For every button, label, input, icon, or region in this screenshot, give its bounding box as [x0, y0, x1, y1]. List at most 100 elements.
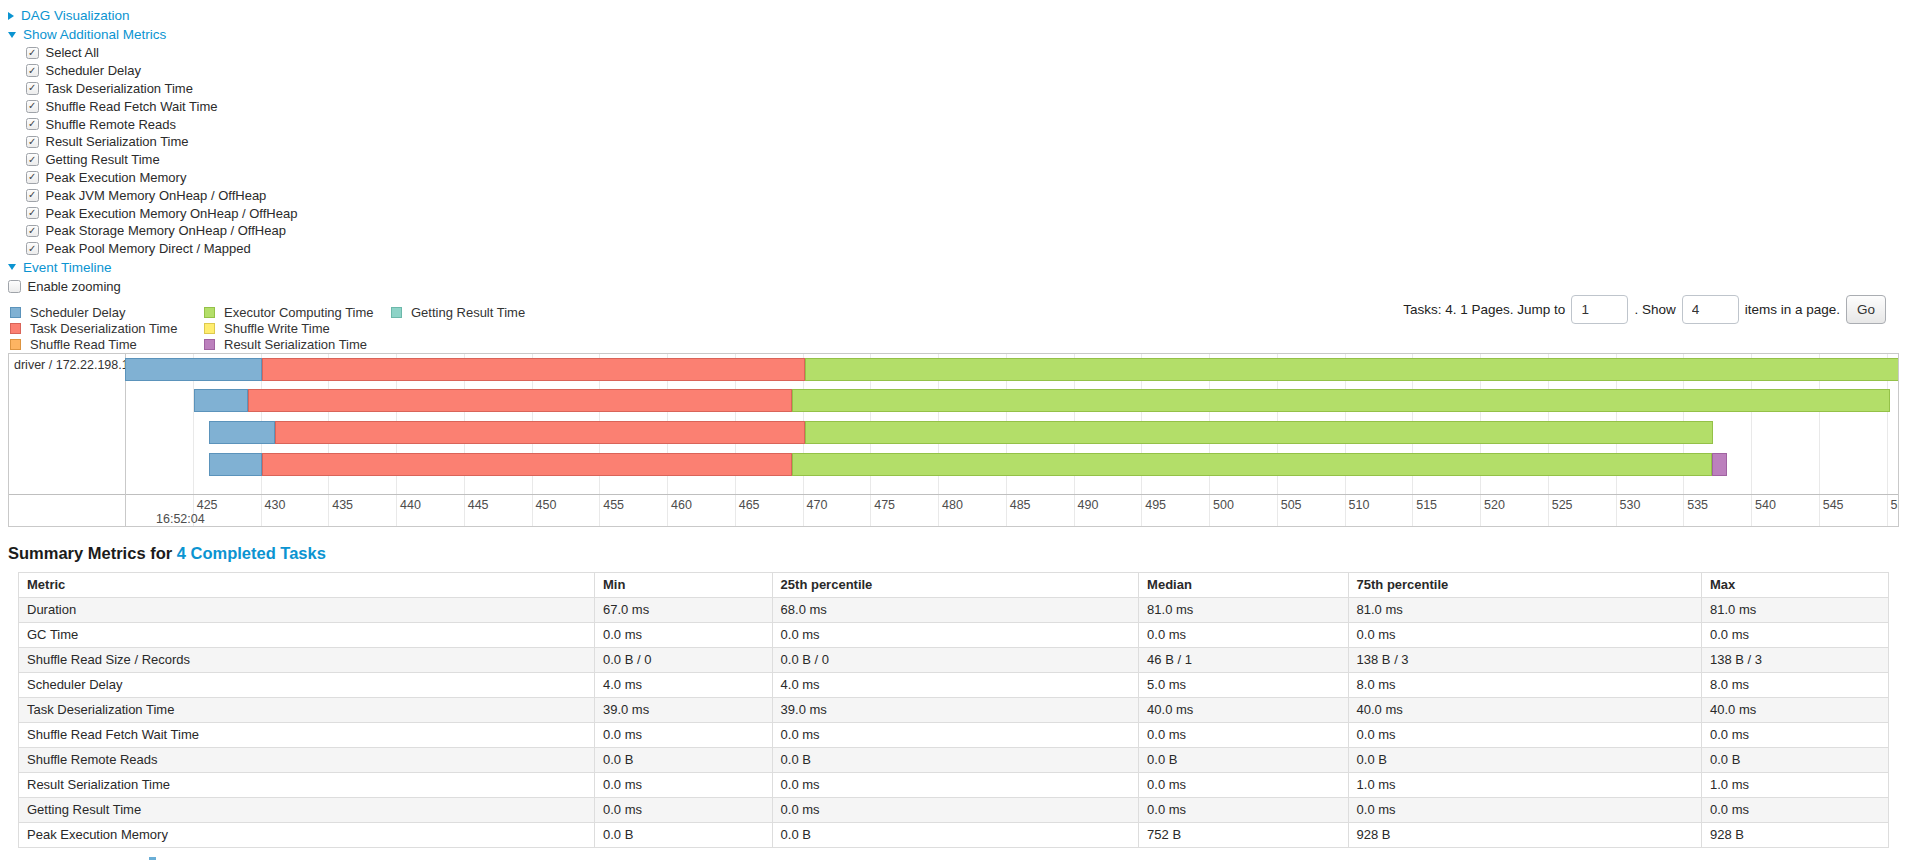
metric-checkbox-label: Peak JVM Memory OnHeap / OffHeap	[46, 188, 267, 203]
legend-label: Task Deserialization Time	[30, 321, 177, 336]
metric-checkbox[interactable]	[26, 153, 39, 166]
table-row: Result Serialization Time0.0 ms0.0 ms0.0…	[19, 773, 1889, 798]
metric-checkbox[interactable]	[26, 118, 39, 131]
timeline-tick-label: 495	[1145, 498, 1166, 512]
table-cell: 67.0 ms	[594, 598, 772, 623]
metric-checkbox[interactable]	[26, 47, 39, 60]
event-timeline-chart: driver / 172.22.198.104 16:52:04 4254304…	[8, 353, 1899, 527]
table-cell: 0.0 ms	[1348, 723, 1701, 748]
table-cell: Duration	[19, 598, 595, 623]
table-column-header: Min	[594, 573, 772, 598]
task-bar-segment-task-deserialization[interactable]	[275, 421, 805, 444]
metric-checkbox[interactable]	[26, 100, 39, 113]
legend-swatch-icon	[204, 323, 215, 334]
stage-toggles: DAG Visualization Show Additional Metric…	[8, 6, 297, 296]
table-row: Task Deserialization Time39.0 ms39.0 ms4…	[19, 698, 1889, 723]
additional-metrics-link[interactable]: Show Additional Metrics	[23, 27, 166, 42]
table-cell: 0.0 B	[594, 823, 772, 848]
metric-checkbox[interactable]	[26, 207, 39, 220]
timeline-tick-label: 500	[1213, 498, 1234, 512]
items-per-page-input[interactable]	[1682, 295, 1739, 324]
task-bar-segment-task-deserialization[interactable]	[262, 453, 792, 476]
metric-checkbox-label: Task Deserialization Time	[46, 81, 193, 96]
event-timeline-link[interactable]: Event Timeline	[23, 260, 112, 275]
table-column-header: 25th percentile	[772, 573, 1139, 598]
summary-metrics-table: MetricMin25th percentileMedian75th perce…	[18, 572, 1889, 848]
table-cell: 0.0 ms	[594, 623, 772, 648]
summary-heading-prefix: Summary Metrics for	[8, 544, 177, 562]
timeline-tick-label: 535	[1687, 498, 1708, 512]
table-column-header: Metric	[19, 573, 595, 598]
metric-checkbox-label: Shuffle Remote Reads	[46, 117, 177, 132]
task-bar-segment-scheduler-delay[interactable]	[194, 389, 248, 412]
table-cell: 40.0 ms	[1139, 698, 1348, 723]
dag-visualization-toggle[interactable]: DAG Visualization	[8, 6, 297, 25]
task-bar-segment-task-deserialization[interactable]	[262, 358, 805, 381]
table-row: Shuffle Remote Reads0.0 B0.0 B0.0 B0.0 B…	[19, 748, 1889, 773]
go-button[interactable]: Go	[1846, 295, 1886, 324]
metric-checkbox[interactable]	[26, 82, 39, 95]
timeline-axis-line	[9, 494, 1898, 495]
table-cell: 0.0 ms	[1139, 773, 1348, 798]
table-cell: 4.0 ms	[594, 673, 772, 698]
table-cell: 0.0 ms	[594, 798, 772, 823]
table-cell: 39.0 ms	[772, 698, 1139, 723]
table-cell: 0.0 B / 0	[772, 648, 1139, 673]
task-bar-segment-executor-computing[interactable]	[805, 421, 1713, 444]
table-cell: GC Time	[19, 623, 595, 648]
table-row: GC Time0.0 ms0.0 ms0.0 ms0.0 ms0.0 ms	[19, 623, 1889, 648]
task-bar-segment-result-serialization[interactable]	[1712, 453, 1727, 476]
metric-checkbox-row: Shuffle Read Fetch Wait Time	[8, 97, 297, 115]
metric-checkbox-row: Peak Execution Memory	[8, 169, 297, 187]
task-bar-segment-task-deserialization[interactable]	[248, 389, 791, 412]
metric-checkbox-row: Shuffle Remote Reads	[8, 115, 297, 133]
table-cell: 0.0 ms	[1701, 723, 1888, 748]
legend-swatch-icon	[10, 339, 21, 350]
table-cell: Shuffle Read Size / Records	[19, 648, 595, 673]
task-bar-segment-scheduler-delay[interactable]	[209, 421, 275, 444]
table-cell: 928 B	[1348, 823, 1701, 848]
metric-checkbox[interactable]	[26, 225, 39, 238]
task-bar-segment-executor-computing[interactable]	[792, 389, 1891, 412]
table-cell: Task Deserialization Time	[19, 698, 595, 723]
task-bar-segment-executor-computing[interactable]	[805, 358, 1899, 381]
metric-checkbox-row: Peak Storage Memory OnHeap / OffHeap	[8, 222, 297, 240]
metric-checkbox[interactable]	[26, 242, 39, 255]
enable-zooming-checkbox[interactable]	[8, 280, 21, 293]
metric-checkbox-row: Scheduler Delay	[8, 62, 297, 80]
table-cell: 0.0 ms	[1139, 798, 1348, 823]
timeline-tick-label: 470	[807, 498, 828, 512]
event-timeline-toggle[interactable]: Event Timeline	[8, 258, 297, 277]
metric-checkbox[interactable]	[26, 171, 39, 184]
table-cell: Scheduler Delay	[19, 673, 595, 698]
legend-label: Shuffle Write Time	[224, 321, 330, 336]
enable-zooming-row: Enable zooming	[8, 278, 297, 296]
timeline-legend: Scheduler DelayTask Deserialization Time…	[10, 304, 525, 353]
legend-item: Task Deserialization Time	[10, 320, 204, 336]
pagination-text-after: items in a page.	[1745, 302, 1840, 317]
task-bar-segment-scheduler-delay[interactable]	[209, 453, 262, 476]
metric-checkbox[interactable]	[26, 64, 39, 77]
table-cell: 39.0 ms	[594, 698, 772, 723]
task-bar-segment-executor-computing[interactable]	[792, 453, 1712, 476]
metric-checkbox-list: Select AllScheduler DelayTask Deserializ…	[8, 44, 297, 258]
table-cell: Shuffle Remote Reads	[19, 748, 595, 773]
additional-metrics-toggle[interactable]: Show Additional Metrics	[8, 25, 297, 44]
table-column-header: Median	[1139, 573, 1348, 598]
table-cell: 138 B / 3	[1348, 648, 1701, 673]
dag-visualization-link[interactable]: DAG Visualization	[21, 8, 130, 23]
task-bar-segment-scheduler-delay[interactable]	[125, 358, 262, 381]
table-cell: 0.0 B	[594, 748, 772, 773]
timeline-tick-label: 550	[1891, 498, 1900, 512]
metric-checkbox-label: Scheduler Delay	[46, 63, 141, 78]
table-cell: 0.0 ms	[772, 773, 1139, 798]
table-cell: 81.0 ms	[1139, 598, 1348, 623]
enable-zooming-label: Enable zooming	[28, 279, 121, 294]
metric-checkbox[interactable]	[26, 189, 39, 202]
table-cell: 0.0 B / 0	[594, 648, 772, 673]
metric-checkbox-row: Task Deserialization Time	[8, 80, 297, 98]
completed-tasks-link[interactable]: 4 Completed Tasks	[177, 544, 326, 562]
jump-to-page-input[interactable]	[1571, 295, 1628, 324]
table-column-header: Max	[1701, 573, 1888, 598]
metric-checkbox[interactable]	[26, 136, 39, 149]
